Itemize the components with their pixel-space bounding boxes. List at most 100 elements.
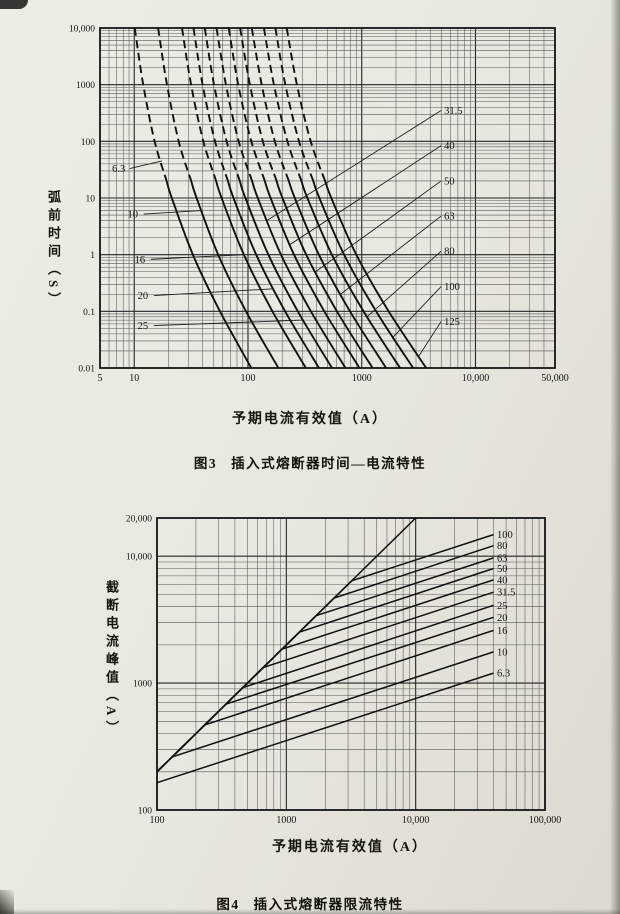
fuse-curve-6.3-upper-dashed bbox=[133, 27, 168, 182]
curve-label-leader-80 bbox=[366, 250, 442, 318]
scan-shadow-bottom-edge bbox=[0, 909, 620, 914]
curve-label-leader-40 bbox=[289, 145, 442, 246]
fuse-curve-10-upper-dashed bbox=[157, 27, 193, 182]
scan-artifact-top-left bbox=[0, 0, 28, 9]
cutoff-line-label-31.5: 31.5 bbox=[497, 588, 515, 599]
fuse-curve-31.5 bbox=[251, 180, 347, 369]
curve-label-leader-10 bbox=[143, 210, 202, 215]
figure4-x-tick-label: 100,000 bbox=[529, 815, 562, 826]
curve-label-leader-100 bbox=[392, 286, 442, 338]
curve-label-leader-50 bbox=[315, 180, 442, 273]
fuse-curve-16 bbox=[215, 180, 307, 369]
figure4-axis-tick-labels: 100 1000 10,000 100,000 20,000 10,000 1000 100 bbox=[126, 515, 561, 827]
figure3-axis-tick-labels: 5 10 100 1000 10,000 50,000 10,000 1000 100 10 1 0.… bbox=[69, 25, 569, 385]
fuse-curve-16-upper-dashed bbox=[181, 27, 218, 182]
figure3-x-tick-label: 50,000 bbox=[541, 373, 569, 384]
figure3-x-tick-label: 100 bbox=[240, 373, 255, 384]
fuse-curve-6.3 bbox=[165, 180, 253, 369]
chart1-figure-title: 插入式熔断器时间—电流特性 bbox=[231, 456, 427, 471]
figure3-x-tick-label: 10 bbox=[129, 373, 139, 384]
curve-rating-label-125: 125 bbox=[444, 317, 460, 328]
cutoff-line-label-25: 25 bbox=[497, 601, 508, 612]
figure4-frame bbox=[156, 517, 546, 811]
chart2-figure-title: 插入式熔断器限流特性 bbox=[253, 897, 404, 912]
figure4-x-tick-label: 100 bbox=[150, 815, 165, 826]
curve-rating-label-31.5: 31.5 bbox=[444, 106, 462, 117]
curve-rating-label-100: 100 bbox=[444, 282, 460, 293]
fuse-curve-25 bbox=[238, 180, 333, 369]
chart1-caption: 图3 插入式熔断器时间—电流特性 bbox=[0, 452, 620, 472]
curve-label-leader-25 bbox=[153, 319, 304, 327]
cutoff-line-label-63: 63 bbox=[497, 553, 508, 564]
figure4-y-tick-label: 100 bbox=[138, 807, 153, 817]
chart1-x-axis-title: 予期电流有效值（A） bbox=[231, 412, 389, 427]
figure3-x-tick-label: 5 bbox=[98, 373, 103, 384]
chart1-figure-number: 图3 bbox=[193, 456, 218, 471]
fuse-curve-100-upper-dashed bbox=[274, 27, 315, 182]
figure3-y-tick-label: 100 bbox=[81, 138, 96, 148]
fuse-curve-125-upper-dashed bbox=[285, 27, 326, 182]
fuse-curve-125 bbox=[324, 180, 427, 369]
cutoff-line-label-16: 16 bbox=[497, 626, 508, 637]
figure3-x-tick-label: 1000 bbox=[352, 373, 372, 384]
figure3-y-tick-label: 0.1 bbox=[83, 308, 95, 318]
figure3-time-current-chart: 5 10 100 1000 10,000 50,000 10,000 1000 100 10 1 0.… bbox=[69, 25, 569, 385]
cutoff-line-label-50: 50 bbox=[497, 564, 508, 575]
figure3-y-tick-label: 1 bbox=[90, 251, 95, 261]
curve-rating-label-80: 80 bbox=[444, 247, 455, 258]
scan-shadow-right-edge bbox=[610, 0, 620, 914]
figure3-fuse-curves bbox=[133, 27, 427, 369]
figure4-cutoff-lines bbox=[156, 517, 494, 784]
scan-artifact-bottom-left bbox=[0, 890, 14, 914]
figure4-y-tick-label: 1000 bbox=[133, 680, 152, 690]
cutoff-line-label-100: 100 bbox=[497, 530, 513, 541]
fuse-curve-63-upper-dashed bbox=[250, 27, 290, 182]
chart2-y-axis-title: 截断电流峰值（A） bbox=[104, 580, 119, 739]
fuse-curve-50 bbox=[275, 180, 374, 369]
curve-rating-label-40: 40 bbox=[444, 141, 455, 152]
cutoff-line-label-6.3: 6.3 bbox=[497, 669, 510, 680]
chart2-x-axis-title: 予期电流有效值（A） bbox=[271, 840, 429, 855]
fuse-curve-40 bbox=[263, 180, 361, 369]
figure3-y-tick-label: 0.01 bbox=[78, 365, 95, 375]
fuse-curve-20-upper-dashed bbox=[192, 27, 229, 182]
figure3-x-tick-label: 10,000 bbox=[462, 373, 490, 384]
figure3-y-tick-label: 1000 bbox=[76, 81, 95, 91]
chart2-caption: 图4 插入式熔断器限流特性 bbox=[0, 893, 620, 913]
curve-label-leader-125 bbox=[418, 321, 442, 357]
fuse-curve-40-upper-dashed bbox=[227, 27, 266, 182]
fuse-curve-80 bbox=[300, 180, 401, 369]
cutoff-line-6.3 bbox=[156, 672, 494, 784]
curve-rating-label-16: 16 bbox=[135, 255, 146, 266]
fuse-curve-31.5-upper-dashed bbox=[215, 27, 253, 182]
figure4-y-tick-label: 20,000 bbox=[126, 515, 152, 525]
chart2-figure-number: 图4 bbox=[216, 897, 240, 912]
curve-label-leader-63 bbox=[340, 215, 442, 295]
fuse-curve-10 bbox=[190, 180, 280, 369]
fuse-curve-25-upper-dashed bbox=[203, 27, 241, 182]
figure4-x-tick-label: 1000 bbox=[276, 815, 296, 826]
cutoff-line-label-20: 20 bbox=[497, 613, 508, 624]
fuse-curve-63 bbox=[287, 180, 387, 369]
cutoff-line-label-10: 10 bbox=[497, 647, 508, 658]
curve-label-leader-20 bbox=[153, 288, 274, 296]
curve-rating-label-10: 10 bbox=[127, 210, 138, 221]
fuse-curve-100 bbox=[312, 180, 414, 369]
curve-rating-label-20: 20 bbox=[138, 291, 149, 302]
curve-label-leader-31.5 bbox=[266, 110, 442, 221]
fuse-curve-80-upper-dashed bbox=[262, 27, 303, 182]
fuse-curve-50-upper-dashed bbox=[239, 27, 278, 182]
figure4-y-tick-label: 10,000 bbox=[126, 553, 152, 563]
curve-rating-label-6.3: 6.3 bbox=[112, 164, 125, 175]
curve-rating-label-63: 63 bbox=[444, 212, 455, 223]
cutoff-line-label-80: 80 bbox=[497, 541, 508, 552]
curve-rating-label-50: 50 bbox=[444, 176, 455, 187]
chart1-y-axis-title: 弧前时间（S） bbox=[46, 190, 61, 311]
curve-rating-label-25: 25 bbox=[138, 321, 149, 332]
fuse-curve-20 bbox=[226, 180, 320, 369]
figure3-y-tick-label: 10,000 bbox=[69, 25, 95, 35]
figure3-frame bbox=[99, 27, 556, 369]
figure4-current-limiting-chart: 100 1000 10,000 100,00020,00010,00010001001… bbox=[126, 515, 561, 827]
curve-label-leader-16 bbox=[150, 254, 244, 260]
